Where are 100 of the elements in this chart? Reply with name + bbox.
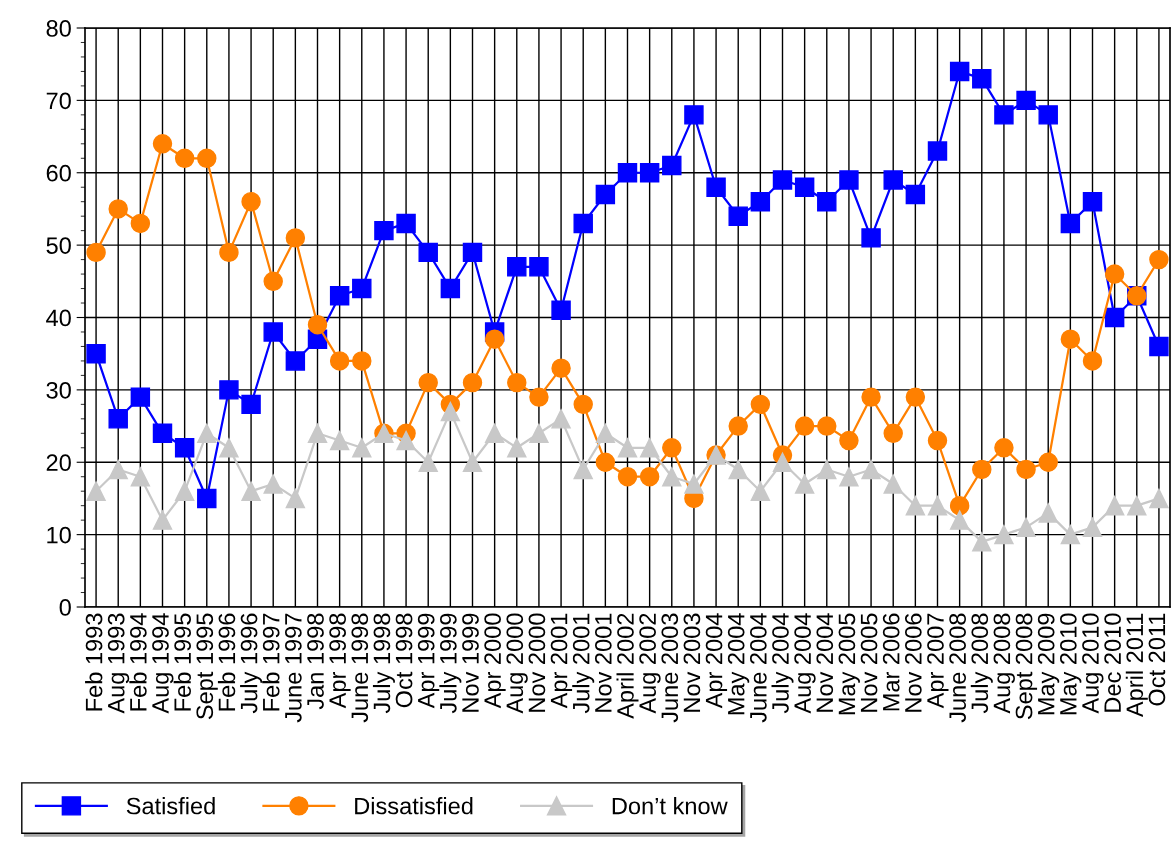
- point: [1038, 503, 1058, 523]
- point: [639, 163, 660, 183]
- x-tick-label: July 1996: [240, 613, 263, 714]
- x-tick-label: Apr 1999: [417, 613, 440, 709]
- point: [972, 459, 992, 480]
- point: [1149, 249, 1169, 270]
- point: [241, 481, 261, 501]
- x-tick-label: Aug 2002: [639, 613, 661, 714]
- point: [507, 438, 527, 458]
- x-tick-label: Aug 1993: [107, 613, 130, 714]
- point: [86, 481, 106, 501]
- point: [396, 213, 416, 234]
- x-tick-label: May 2009: [1037, 613, 1060, 715]
- x-tick-label: Sept 2008: [1015, 613, 1038, 720]
- point: [839, 170, 859, 190]
- point: [794, 416, 815, 436]
- point: [817, 459, 837, 480]
- point: [462, 452, 483, 472]
- x-tick-label: Apr 2000: [484, 613, 506, 709]
- x-tick-label: July 2004: [771, 613, 794, 714]
- x-tick-label: April 2011: [1125, 613, 1148, 718]
- point: [285, 228, 306, 248]
- point: [285, 488, 306, 509]
- point: [927, 141, 948, 161]
- point: [307, 315, 328, 335]
- x-tick-label: April 2002: [616, 613, 639, 719]
- point: [507, 372, 527, 393]
- x-tick-label: May 2005: [838, 613, 860, 715]
- point: [1104, 495, 1125, 516]
- x-tick-label: July 1998: [372, 613, 395, 714]
- point: [440, 278, 461, 299]
- point: [484, 329, 505, 349]
- x-tick-label: Aug 1994: [152, 613, 174, 714]
- point: [174, 481, 195, 501]
- y-tick-label: 40: [46, 309, 71, 327]
- x-tick-label: July 2008: [970, 613, 993, 714]
- point: [1060, 213, 1081, 234]
- point: [130, 467, 151, 487]
- point: [750, 481, 771, 501]
- x-tick-label: July 2001: [572, 613, 595, 714]
- point: [219, 380, 239, 400]
- point: [1104, 307, 1125, 328]
- point: [219, 438, 239, 458]
- point: [706, 177, 726, 197]
- point: [462, 242, 483, 263]
- point: [905, 387, 926, 407]
- point: [440, 401, 461, 422]
- point: [1082, 351, 1103, 371]
- point: [817, 191, 837, 212]
- point: [1149, 488, 1169, 509]
- point: [905, 184, 926, 205]
- x-tick-label: June 2003: [661, 613, 679, 723]
- point: [1016, 459, 1036, 480]
- point: [152, 423, 173, 444]
- point: [949, 510, 970, 530]
- point: [662, 467, 682, 487]
- point: [772, 452, 793, 472]
- x-tick-label: Sept 1995: [196, 613, 218, 720]
- legend-label: Satisfied: [126, 797, 215, 815]
- point: [174, 148, 195, 168]
- point: [994, 438, 1014, 458]
- point: [1060, 329, 1081, 349]
- point: [905, 495, 926, 516]
- point: [927, 430, 948, 451]
- point: [595, 184, 616, 205]
- point: [772, 170, 793, 190]
- point: [263, 322, 283, 342]
- x-tick-label: Nov 1999: [462, 613, 479, 712]
- point: [130, 387, 151, 407]
- point: [241, 191, 261, 212]
- point: [728, 459, 748, 480]
- x-tick-label: Oct 1998: [395, 613, 413, 708]
- point: [197, 148, 217, 168]
- point: [861, 459, 881, 480]
- point: [684, 105, 704, 125]
- x-tick-label: Oct 2011: [1148, 613, 1166, 706]
- point: [418, 452, 438, 472]
- point: [883, 474, 903, 494]
- point: [617, 163, 638, 183]
- point: [263, 271, 283, 292]
- point: [1082, 517, 1103, 538]
- x-tick-label: Nov 2003: [683, 613, 701, 712]
- point: [794, 177, 815, 197]
- point: [617, 467, 638, 487]
- legend-label: Don’t know: [612, 797, 728, 815]
- x-tick-label: Nov 2005: [860, 613, 878, 712]
- x-tick-label: May 2010: [1059, 613, 1082, 715]
- point: [285, 351, 306, 371]
- x-tick-label: June 1997: [284, 613, 302, 723]
- x-tick-label: June 1998: [351, 613, 369, 723]
- x-tick-label: Apr 1998: [329, 613, 351, 709]
- point: [418, 242, 438, 263]
- x-tick-label: June 2004: [749, 613, 767, 723]
- point: [108, 199, 128, 219]
- point: [949, 61, 970, 82]
- x-tick-label: Aug 2004: [794, 613, 816, 714]
- point: [529, 257, 549, 277]
- point: [374, 220, 394, 241]
- point: [329, 430, 350, 451]
- point: [418, 372, 438, 393]
